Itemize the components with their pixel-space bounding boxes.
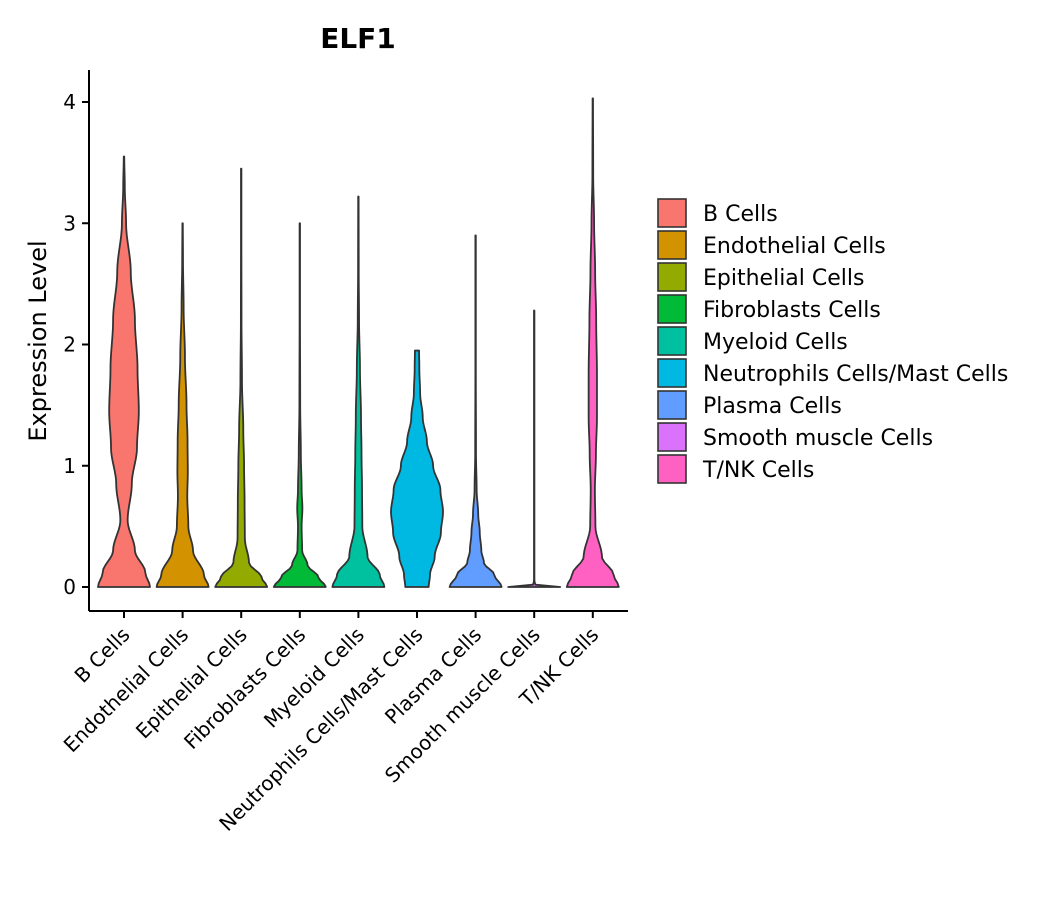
- chart-title: ELF1: [320, 22, 396, 55]
- legend-label: Myeloid Cells: [703, 330, 848, 355]
- legend-swatch: [657, 422, 687, 452]
- legend: B Cells Endothelial Cells Epithelial Cells…: [657, 198, 1008, 484]
- violin-6: [390, 349, 444, 588]
- y-tick-label: 2: [63, 333, 76, 357]
- legend-label: Fibroblasts Cells: [703, 298, 881, 323]
- violin-2: [155, 222, 210, 588]
- legend-swatch: [657, 390, 687, 420]
- y-tick-label: 3: [63, 211, 76, 235]
- x-tick-label: Myeloid Cells: [259, 623, 369, 733]
- violin-9: [565, 97, 620, 588]
- violin-8: [507, 309, 562, 588]
- legend-label: T/NK Cells: [702, 458, 814, 483]
- violin-1: [97, 155, 151, 588]
- legend-label: Epithelial Cells: [703, 266, 864, 291]
- legend-label: Plasma Cells: [703, 394, 842, 419]
- violin-7: [448, 234, 503, 588]
- violin-3: [214, 167, 269, 588]
- y-tick-label: 1: [63, 454, 76, 478]
- violin-5: [331, 195, 386, 588]
- legend-swatch: [657, 230, 687, 260]
- y-tick-label: 0: [63, 575, 76, 599]
- legend-swatch: [657, 198, 687, 228]
- y-tick-label: 4: [63, 90, 76, 114]
- y-axis: 0 1 2 3 4: [63, 70, 90, 611]
- y-axis-label: Expression Level: [24, 240, 52, 441]
- legend-label: Neutrophils Cells/Mast Cells: [703, 362, 1008, 387]
- legend-label: Endothelial Cells: [703, 234, 886, 259]
- legend-swatch: [657, 262, 687, 292]
- legend-swatch: [657, 358, 687, 388]
- violins-group: [97, 97, 620, 588]
- legend-swatch: [657, 454, 687, 484]
- legend-label: Smooth muscle Cells: [703, 426, 933, 451]
- legend-swatch: [657, 294, 687, 324]
- legend-swatch: [657, 326, 687, 356]
- legend-label: B Cells: [703, 202, 778, 227]
- violin-4: [272, 222, 327, 588]
